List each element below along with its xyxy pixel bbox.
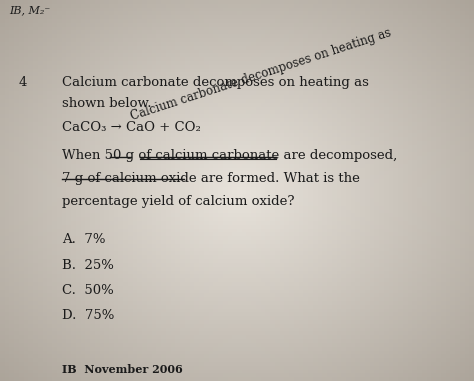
Text: Calcium carbonate decomposes on heating as: Calcium carbonate decomposes on heating … xyxy=(129,27,392,123)
Text: shown below.: shown below. xyxy=(62,97,151,110)
Text: B.  25%: B. 25% xyxy=(62,259,113,272)
Text: 7 g of calcium oxide are formed. What is the: 7 g of calcium oxide are formed. What is… xyxy=(62,172,359,185)
Text: C.  50%: C. 50% xyxy=(62,284,113,297)
Text: When 50 g of calcium carbonate are decomposed,: When 50 g of calcium carbonate are decom… xyxy=(62,149,397,162)
Text: Calcium carbonate decomposes on heating as: Calcium carbonate decomposes on heating … xyxy=(62,76,368,89)
Text: CaCO₃ → CaO + CO₂: CaCO₃ → CaO + CO₂ xyxy=(62,121,201,134)
Text: 4: 4 xyxy=(19,76,27,89)
Text: IB  November 2006: IB November 2006 xyxy=(62,364,182,375)
Text: D.  75%: D. 75% xyxy=(62,309,114,322)
Text: IB, M₂⁻: IB, M₂⁻ xyxy=(9,6,51,16)
Text: percentage yield of calcium oxide?: percentage yield of calcium oxide? xyxy=(62,195,294,208)
Text: A.  7%: A. 7% xyxy=(62,233,105,246)
